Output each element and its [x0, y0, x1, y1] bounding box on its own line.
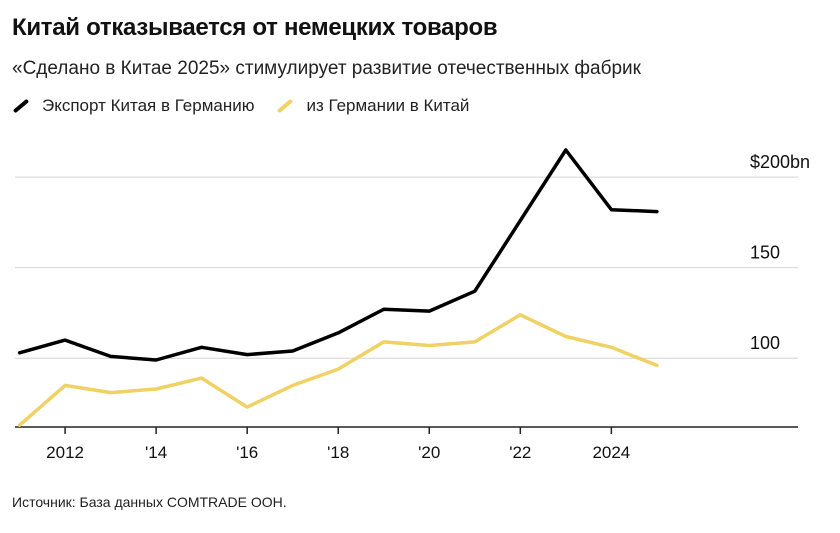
- x-tick-label: '20: [418, 443, 440, 462]
- legend-label-germany-export: из Германии в Китай: [306, 96, 470, 115]
- y-tick-label: 100: [750, 333, 780, 353]
- series-line-germany-export: [17, 313, 659, 427]
- chart-title: Китай отказывается от немецких товаров: [12, 14, 498, 41]
- x-tick-label: '16: [236, 443, 258, 462]
- legend-item-china-export: Экспорт Китая в Германию: [12, 96, 254, 116]
- x-tick-label: '18: [327, 443, 349, 462]
- x-tick-label: 2012: [46, 443, 84, 462]
- y-tick-label: 150: [750, 243, 780, 263]
- source-note: Источник: База данных COMTRADE ООН.: [12, 494, 287, 510]
- legend-item-germany-export: из Германии в Китай: [276, 96, 469, 116]
- series-line-china-export: [17, 148, 659, 362]
- y-tick-label: $200bn: [750, 152, 810, 172]
- x-tick-label: 2024: [592, 443, 630, 462]
- chart-subtitle: «Сделано в Китае 2025» стимулирует разви…: [12, 58, 641, 79]
- x-tick-label: '22: [509, 443, 531, 462]
- x-tick-label: '14: [145, 443, 167, 462]
- legend-label-china-export: Экспорт Китая в Германию: [42, 96, 255, 115]
- legend: Экспорт Китая в Германию из Германии в К…: [12, 96, 491, 116]
